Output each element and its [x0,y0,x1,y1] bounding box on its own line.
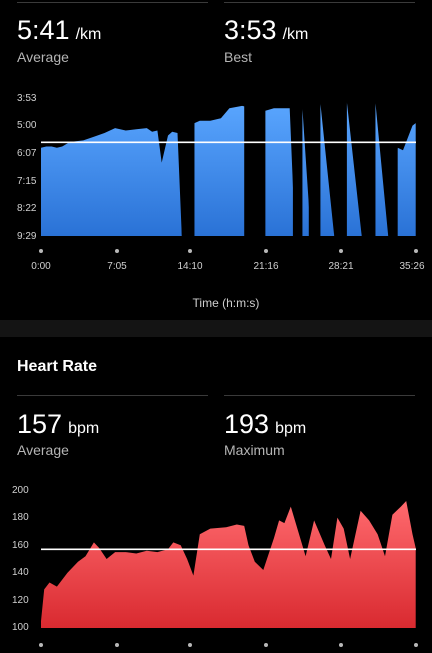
pace-y-tick-label: 3:53 [17,93,37,104]
maximum-heart-rate-value: 193 bpm [224,409,307,439]
stat-divider [224,395,415,396]
pace-y-tick-label: 6:07 [17,148,37,159]
average-heart-rate-label: Average [17,442,69,458]
x-tick-label: 14:10 [177,261,203,272]
x-tick-dot [339,643,343,647]
x-tick-dot [414,643,418,647]
hr-y-tick-label: 120 [12,595,29,606]
pace-y-tick-label: 9:29 [17,231,37,242]
x-tick-label: 35:26 [399,261,425,272]
hr-y-tick-label: 160 [12,540,29,551]
stat-divider [17,2,208,3]
hr-y-tick-label: 200 [12,485,29,496]
pace-gap [181,96,195,238]
x-tick-dot [264,643,268,647]
heart-rate-title: Heart Rate [17,358,98,375]
stat-divider [224,2,415,3]
x-tick-dot [264,249,268,253]
x-tick-dot [115,643,119,647]
pace-gap-group [181,96,398,238]
maximum-heart-rate-label: Maximum [224,442,285,458]
pace-y-tick-label: 8:22 [17,203,37,214]
x-tick-dot [188,643,192,647]
x-tick-dot [39,643,43,647]
hr-y-tick-label: 100 [12,622,29,633]
pace-y-tick-label: 7:15 [17,176,37,187]
x-tick-dot [188,249,192,253]
heart-rate-area-series [41,501,416,628]
x-tick-label: 28:21 [328,261,354,272]
pace-gap [292,96,303,238]
pace-area-series [41,102,416,236]
x-tick-label: 0:00 [31,261,51,272]
x-tick-dot [339,249,343,253]
pace-gap [361,96,376,238]
best-pace-value: 3:53/km [224,15,309,45]
hr-y-tick-label: 180 [12,512,29,523]
bpm-unit: bpm [275,420,307,437]
stat-divider [17,395,208,396]
best-pace-label: Best [224,49,253,65]
pace-unit: /km [282,26,309,43]
x-tick-dot [39,249,43,253]
pace-gap [388,96,398,238]
x-tick-label: 21:16 [253,261,279,272]
x-tick-label: 7:05 [107,261,127,272]
bpm-unit: bpm [68,420,100,437]
average-pace-label: Average [17,49,69,65]
pace-gap [308,96,321,238]
x-tick-dot [115,249,119,253]
pace-unit: /km [75,26,102,43]
pace-gap [244,96,266,238]
average-pace-value: 5:41/km [17,15,102,45]
x-tick-dot [414,249,418,253]
average-heart-rate-value: 157 bpm [17,409,100,439]
pace-y-tick-label: 5:00 [17,120,37,131]
section-separator [0,320,432,337]
hr-y-tick-label: 140 [12,567,29,578]
x-axis-title: Time (h:m:s) [192,296,260,310]
pace-gap [334,96,347,238]
